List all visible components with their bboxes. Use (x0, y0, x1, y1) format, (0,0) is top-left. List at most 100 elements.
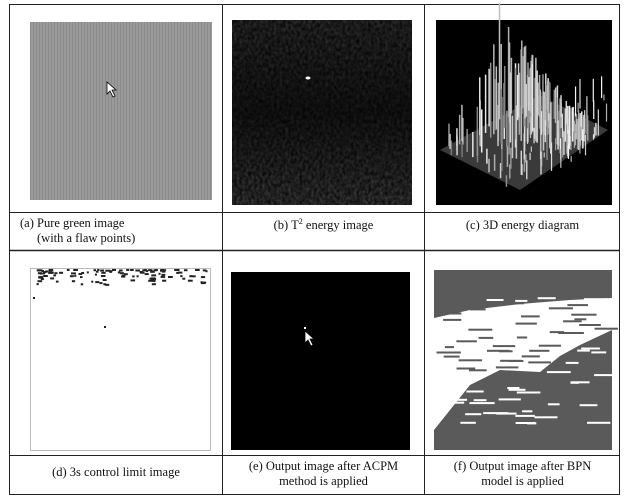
speckle (91, 280, 94, 283)
speckle (151, 274, 157, 277)
speckle (71, 272, 76, 275)
speckle (80, 276, 83, 279)
speckle (38, 276, 44, 279)
dash (548, 307, 573, 310)
speckle (162, 279, 167, 282)
speckle (95, 270, 99, 273)
speckle (80, 283, 84, 286)
speckle (40, 278, 44, 281)
dash (483, 412, 509, 415)
speckle (144, 273, 149, 276)
speckle (93, 269, 97, 272)
speckle (135, 269, 141, 272)
speckle (37, 280, 43, 283)
dash (515, 322, 537, 325)
speckle (43, 275, 48, 277)
dash (515, 302, 525, 305)
dash (515, 299, 528, 302)
dash (444, 346, 454, 349)
caption-line: (f) Output image after BPN (453, 459, 592, 473)
speckle (145, 270, 149, 273)
speckle (200, 276, 206, 279)
speckle (53, 274, 57, 277)
dash (539, 376, 559, 378)
speckles (33, 269, 208, 299)
dash (498, 398, 521, 401)
caption-line: model is applied (481, 474, 564, 488)
speckle (191, 275, 196, 278)
dash (516, 391, 541, 394)
speckle (161, 270, 166, 273)
speckle (153, 269, 157, 272)
dash (499, 350, 513, 353)
caption: (c) 3D energy diagram (425, 218, 620, 233)
speckle (187, 279, 193, 282)
dash (443, 355, 460, 358)
caption-superscript: 2 (298, 217, 303, 226)
speckle (86, 271, 89, 274)
speckle (148, 269, 152, 272)
caption: (f) Output image after BPN model is appl… (425, 459, 620, 489)
speckle (54, 272, 58, 275)
dash (473, 399, 487, 402)
speckle (55, 280, 59, 283)
speckle (50, 277, 55, 280)
speckle (48, 271, 53, 274)
speckle (150, 270, 155, 273)
speckle (176, 271, 180, 274)
dash (460, 421, 476, 424)
caption: (b) T2 energy image (223, 218, 424, 233)
dash (579, 404, 598, 407)
dash (468, 328, 493, 331)
dash (469, 369, 487, 372)
dash (515, 414, 535, 417)
dash (492, 345, 516, 348)
speckle (101, 271, 106, 274)
speckle (99, 282, 103, 285)
control-limit-image (30, 268, 211, 451)
speckle (73, 269, 78, 271)
speckle (149, 277, 154, 280)
dash (594, 374, 613, 377)
caption-line: (with a flaw points) (37, 231, 136, 245)
flaw-point (304, 327, 306, 329)
cursor (304, 330, 316, 347)
dash (453, 401, 465, 404)
speckle (102, 269, 105, 272)
flaw-point (305, 76, 311, 80)
dash (563, 320, 582, 323)
speckle (174, 269, 179, 271)
dash (500, 359, 522, 362)
dash (456, 367, 476, 370)
dash (549, 331, 565, 334)
speckle (109, 270, 112, 273)
speckle (189, 275, 193, 278)
dash (570, 381, 579, 384)
speckle (48, 269, 53, 272)
dash (587, 421, 611, 424)
speckle (151, 278, 157, 280)
speckle (41, 270, 44, 272)
dash (522, 410, 533, 413)
dash (466, 390, 484, 393)
speckle (139, 271, 144, 273)
speckle (152, 280, 156, 282)
speckle (37, 269, 43, 272)
dash (528, 361, 551, 364)
speckle (100, 275, 106, 277)
dash (591, 351, 607, 354)
dash (437, 312, 462, 315)
dash (521, 355, 540, 358)
speckle (36, 283, 39, 286)
dash (594, 327, 618, 330)
speckle (160, 269, 164, 271)
speckle (74, 274, 77, 277)
speckle (66, 269, 70, 271)
energy-shade (232, 20, 412, 205)
dash (469, 402, 495, 405)
dash (515, 422, 536, 424)
speckle (69, 275, 74, 278)
table-border (9, 4, 620, 495)
dash (534, 416, 558, 419)
